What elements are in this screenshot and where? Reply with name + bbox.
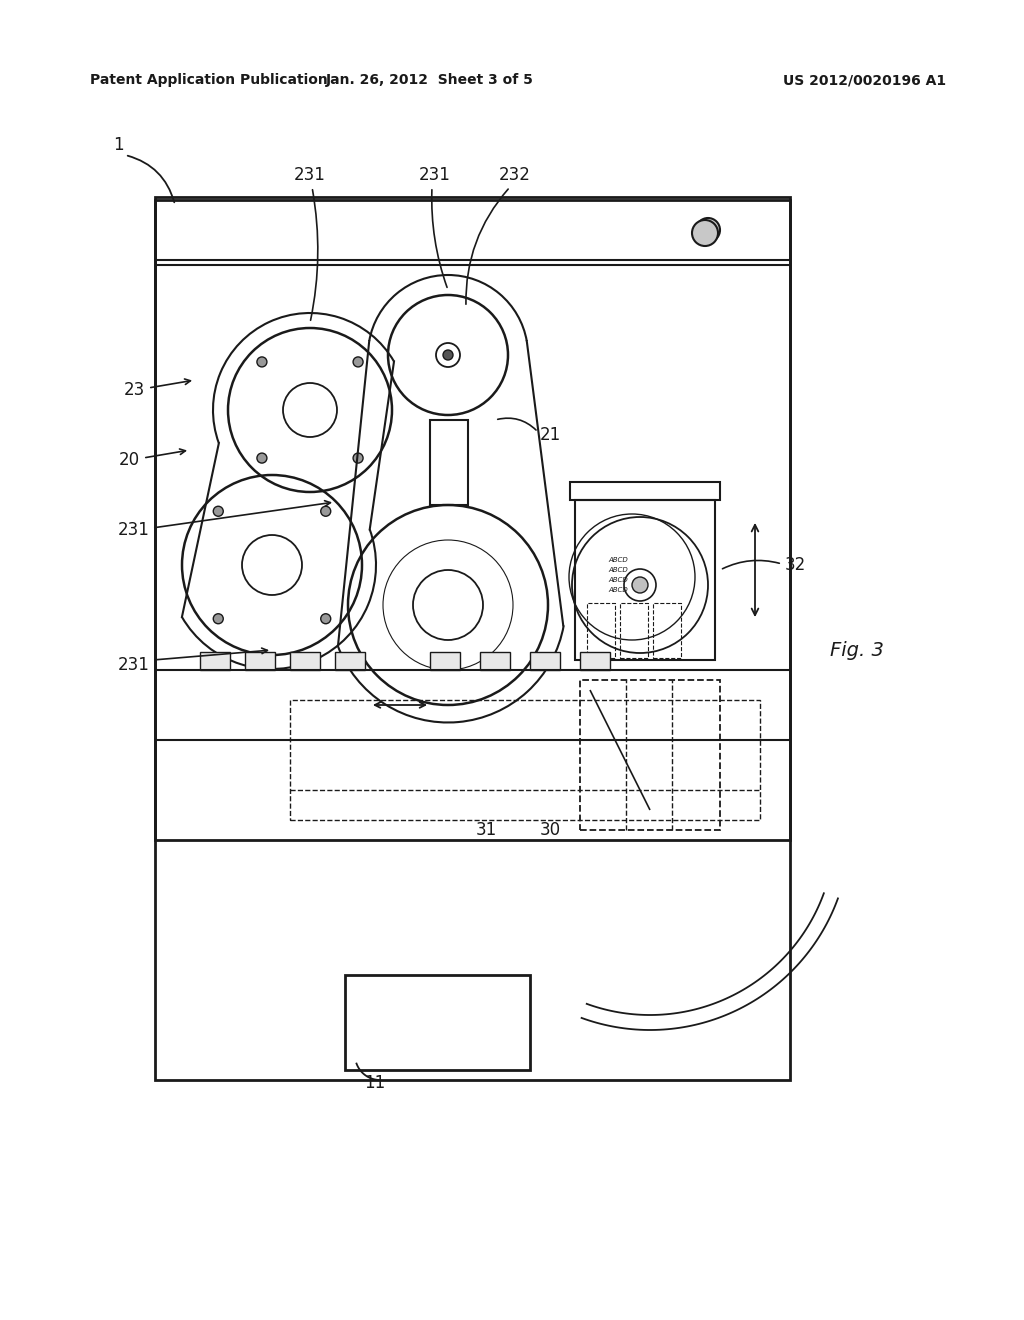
Bar — [430, 420, 468, 506]
Text: 231: 231 — [118, 521, 150, 539]
Text: ABCD: ABCD — [608, 568, 628, 573]
Text: ABCD: ABCD — [608, 577, 628, 583]
Text: Patent Application Publication: Patent Application Publication — [90, 73, 328, 87]
Bar — [575, 500, 715, 660]
Bar — [200, 652, 230, 671]
Circle shape — [353, 356, 364, 367]
Bar — [290, 652, 319, 671]
Circle shape — [321, 614, 331, 624]
Text: 20: 20 — [119, 451, 140, 469]
Text: US 2012/0020196 A1: US 2012/0020196 A1 — [783, 73, 946, 87]
Text: 231: 231 — [118, 656, 150, 675]
Circle shape — [696, 218, 720, 242]
Text: 31: 31 — [476, 821, 497, 840]
Circle shape — [632, 577, 648, 593]
Text: ABCD: ABCD — [608, 557, 628, 564]
Bar — [155, 201, 790, 1080]
Bar — [653, 603, 681, 657]
Bar — [245, 652, 275, 671]
Text: Jan. 26, 2012  Sheet 3 of 5: Jan. 26, 2012 Sheet 3 of 5 — [326, 73, 534, 87]
Bar — [345, 975, 530, 1071]
Circle shape — [321, 507, 331, 516]
Bar — [587, 603, 615, 657]
Circle shape — [692, 220, 718, 246]
Bar — [430, 652, 460, 671]
Text: 23: 23 — [124, 381, 145, 399]
Circle shape — [213, 614, 223, 624]
Text: Fig. 3: Fig. 3 — [830, 640, 884, 660]
Circle shape — [353, 453, 364, 463]
Bar — [580, 680, 720, 830]
Bar — [580, 652, 610, 671]
Bar — [335, 652, 365, 671]
Circle shape — [257, 453, 267, 463]
Text: 232: 232 — [499, 166, 530, 183]
Bar — [530, 652, 560, 671]
Circle shape — [213, 507, 223, 516]
Bar — [155, 197, 790, 840]
Bar — [480, 652, 510, 671]
Text: 30: 30 — [540, 821, 561, 840]
Bar — [620, 603, 648, 657]
Circle shape — [257, 356, 267, 367]
Text: ABCD: ABCD — [608, 587, 628, 593]
Text: 32: 32 — [785, 556, 806, 574]
Circle shape — [443, 350, 453, 360]
Text: 231: 231 — [294, 166, 326, 183]
Bar — [290, 700, 760, 820]
Text: 231: 231 — [419, 166, 451, 183]
Text: 11: 11 — [365, 1074, 386, 1092]
Bar — [570, 482, 720, 500]
Text: 21: 21 — [540, 426, 561, 444]
Text: 1: 1 — [113, 136, 123, 154]
